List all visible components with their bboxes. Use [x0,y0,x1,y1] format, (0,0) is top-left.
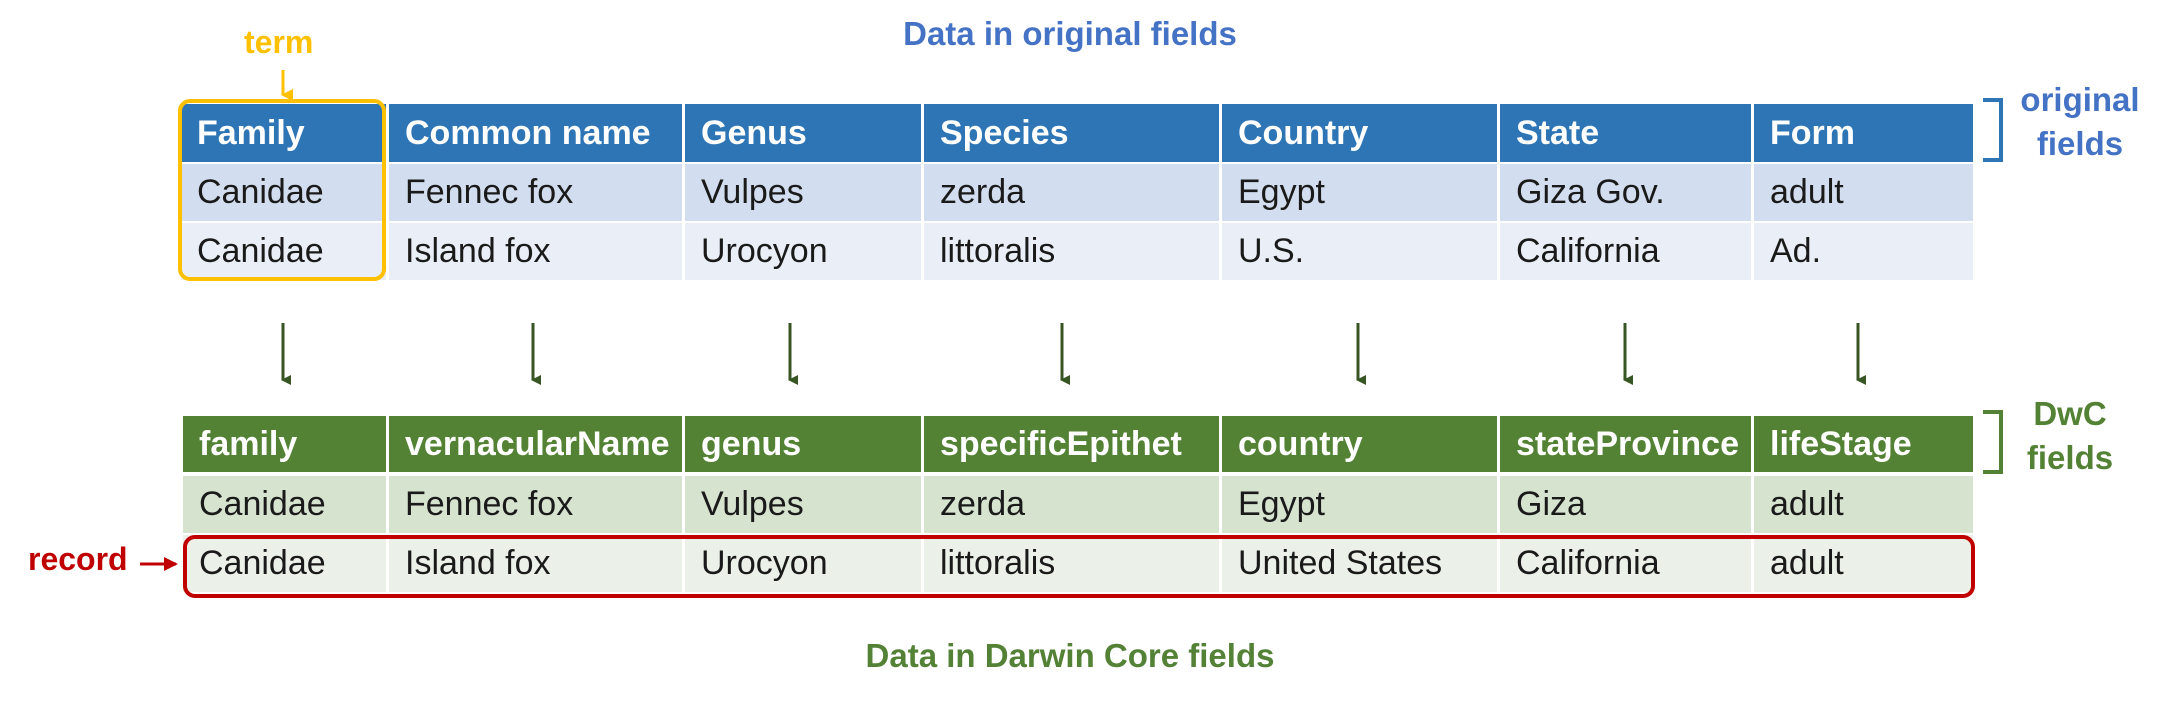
original-header-cell: Common name [389,104,685,162]
table-cell: Giza Gov. [1500,164,1754,221]
original-header-cell: Family [181,104,389,162]
table-cell: Vulpes [685,164,924,221]
table-cell: Island fox [389,535,685,592]
original-fields-label-line2: fields [2036,125,2124,162]
original-header-cell: Species [924,104,1222,162]
table-row: Canidae Fennec fox Vulpes zerda Egypt Gi… [181,164,1973,221]
record-label: record [28,541,128,577]
table-cell: littoralis [924,535,1222,592]
table-cell: California [1500,223,1754,280]
table-cell: Urocyon [685,535,924,592]
dwc-fields-label-line2: fields [2026,439,2114,476]
table-cell: adult [1754,164,1973,221]
table-cell: Egypt [1222,476,1500,533]
original-fields-table: Family Common name Genus Species Country… [181,104,1973,280]
dwc-data-title: Data in Darwin Core fields [865,637,1275,674]
table-cell: Ad. [1754,223,1973,280]
dwc-header-cell: specificEpithet [924,416,1222,472]
table-cell: Egypt [1222,164,1500,221]
original-fields-label: original fields [2010,78,2150,166]
table-cell: Island fox [389,223,685,280]
table-row: Canidae Island fox Urocyon littoralis U.… [181,223,1973,280]
original-header-row: Family Common name Genus Species Country… [181,104,1973,162]
table-row: Canidae Fennec fox Vulpes zerda Egypt Gi… [183,476,1973,533]
term-highlight-box [178,99,386,281]
original-header-cell: Country [1222,104,1500,162]
dwc-header-cell: genus [685,416,924,472]
dwc-header-cell: family [183,416,389,472]
dwc-fields-label-line1: DwC [2033,395,2107,432]
original-header-cell: Form [1754,104,1973,162]
original-header-cell: State [1500,104,1754,162]
dwc-header-cell: stateProvince [1500,416,1754,472]
table-row: Canidae Island fox Urocyon littoralis Un… [183,535,1973,592]
table-cell: Canidae [181,223,389,280]
table-cell: zerda [924,164,1222,221]
original-fields-label-line1: original [2020,81,2140,118]
dwc-header-cell: country [1222,416,1500,472]
mapping-arrows [281,323,1866,385]
record-highlight-box [183,535,1975,598]
dwc-fields-table: family vernacularName genus specificEpit… [183,416,1973,594]
table-cell: Canidae [183,476,389,533]
term-label: term [244,24,314,60]
table-cell: Fennec fox [389,476,685,533]
table-cell: Canidae [181,164,389,221]
table-cell: adult [1754,476,1973,533]
dwc-header-cell: lifeStage [1754,416,1973,472]
table-cell: Urocyon [685,223,924,280]
table-cell: California [1500,535,1754,592]
dwc-header-cell: vernacularName [389,416,685,472]
table-cell: zerda [924,476,1222,533]
original-fields-bracket [1983,98,2003,162]
dwc-header-row: family vernacularName genus specificEpit… [183,416,1973,472]
table-cell: adult [1754,535,1973,592]
table-cell: U.S. [1222,223,1500,280]
table-cell: United States [1222,535,1500,592]
original-header-cell: Genus [685,104,924,162]
table-cell: littoralis [924,223,1222,280]
original-data-title: Data in original fields [903,15,1237,52]
table-cell: Giza [1500,476,1754,533]
dwc-fields-bracket [1983,410,2003,474]
table-cell: Fennec fox [389,164,685,221]
table-cell: Vulpes [685,476,924,533]
dwc-fields-label: DwC fields [2010,392,2130,480]
table-cell: Canidae [183,535,389,592]
